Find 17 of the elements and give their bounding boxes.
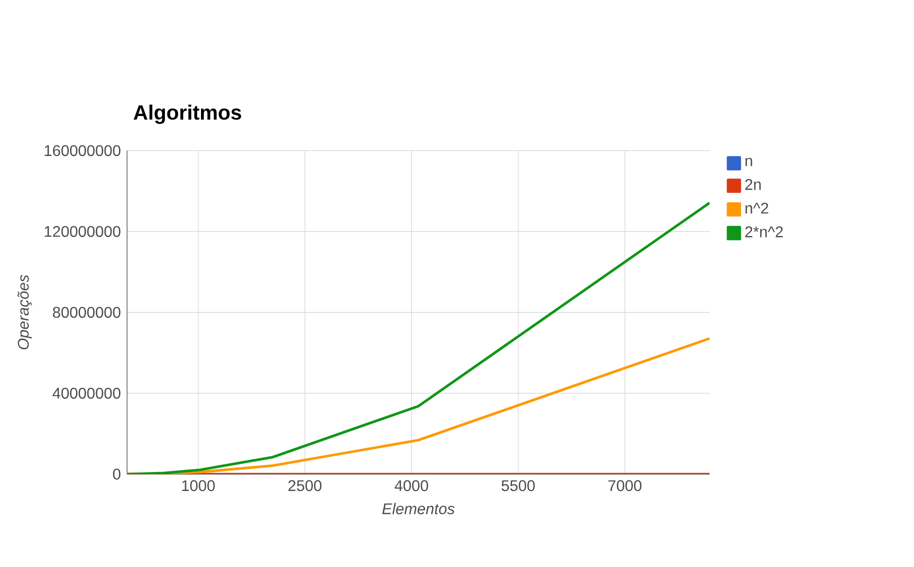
legend-label: n bbox=[746, 158, 752, 166]
x-axis-title: Elementos bbox=[382, 502, 455, 514]
y-tick-label: 80000000 bbox=[52, 306, 120, 318]
y-axis-title: Operações bbox=[18, 274, 32, 350]
x-tick-label: 1000 bbox=[182, 480, 215, 492]
chart-title: Algoritmos bbox=[134, 104, 242, 124]
x-tick-label: 4000 bbox=[394, 480, 428, 492]
y-tick-label: 120000000 bbox=[44, 226, 120, 237]
x-tick-label: 5500 bbox=[502, 480, 535, 492]
legend-label: 2n bbox=[745, 179, 761, 190]
x-tick-label: 2500 bbox=[288, 480, 322, 492]
legend-label: 2*n^2 bbox=[745, 226, 783, 238]
legend-label: n^2 bbox=[746, 202, 768, 214]
y-tick-label: 40000000 bbox=[52, 388, 120, 399]
y-tick-label: 0 bbox=[113, 468, 120, 480]
x-tick-label: 7000 bbox=[608, 480, 642, 492]
y-tick-label: 160000000 bbox=[44, 145, 120, 156]
